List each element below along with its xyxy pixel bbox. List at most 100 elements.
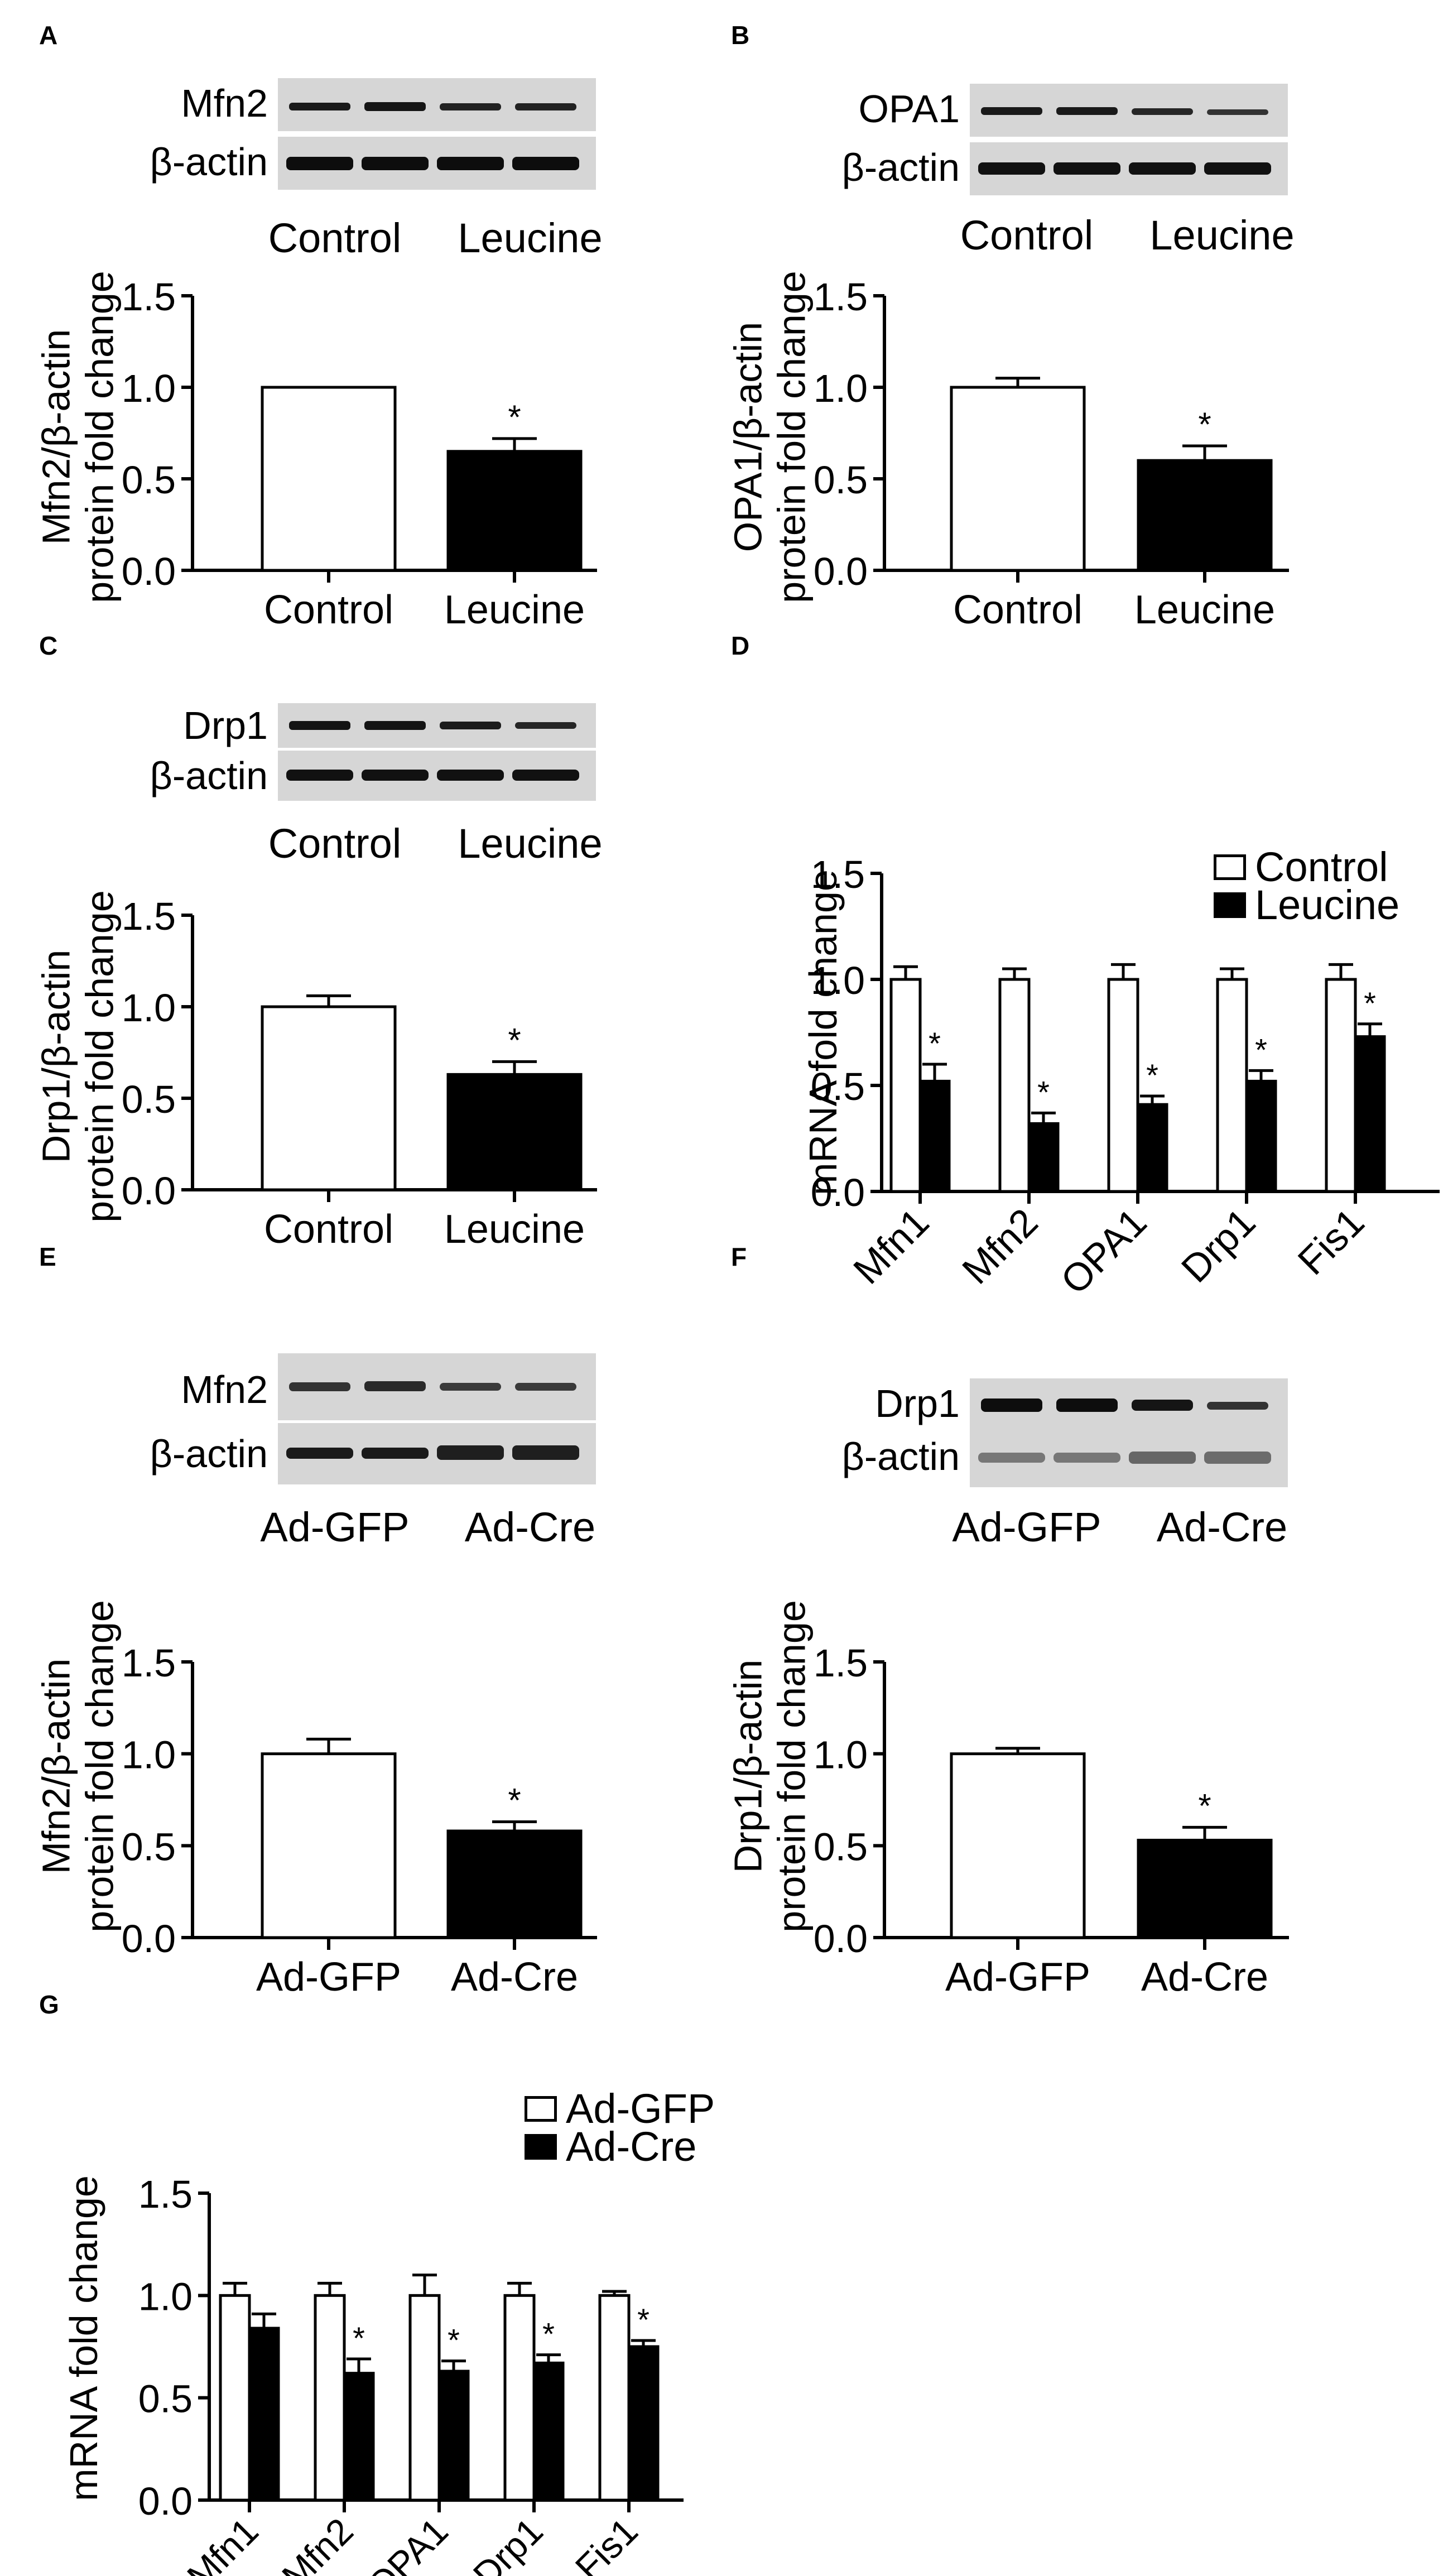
significance-marker: * xyxy=(508,1782,521,1819)
y-tick-label: 1.5 xyxy=(122,275,176,319)
panel-letter-c: C xyxy=(39,631,58,660)
blot-row-label: β-actin xyxy=(150,1432,268,1476)
bar xyxy=(889,978,922,1193)
legend-swatch-filled xyxy=(525,2134,557,2160)
blot-strip-target xyxy=(278,1353,596,1420)
blot-bands xyxy=(289,1381,576,1391)
blot-bands xyxy=(289,102,576,111)
blot-strip-target xyxy=(278,703,596,748)
blot-strip-actin xyxy=(278,751,596,801)
bar xyxy=(1354,1035,1386,1193)
blot-bands xyxy=(978,1452,1271,1464)
legend-g: Ad-GFP Ad-Cre xyxy=(525,2085,715,2170)
y-tick-label: 1.0 xyxy=(814,367,868,410)
x-tick-label: Control xyxy=(953,588,1083,632)
lane-label: Ad-GFP xyxy=(260,1504,410,1550)
x-tick-label: Fis1 xyxy=(567,2510,645,2576)
chart-d: 0.00.51.01.5*Mfn1*Mfn2*OPA1*Drp1*Fis1 xyxy=(811,853,1440,1303)
chart-e: 0.0 0.5 1.0 1.5 Ad-GFP * Ad-Cre xyxy=(122,1641,597,2000)
significance-marker: * xyxy=(1198,1787,1211,1824)
legend-d: Control Leucine xyxy=(1214,847,1400,928)
y-tick-label: 0.0 xyxy=(122,550,176,593)
chart-b: 0.0 0.5 1.0 1.5 Control * Leucine xyxy=(814,275,1289,632)
significance-marker: * xyxy=(1146,1058,1158,1093)
blot-bands xyxy=(981,1398,1268,1412)
lane-label: Ad-GFP xyxy=(952,1504,1101,1550)
y-tick-label: 1.0 xyxy=(122,1733,176,1777)
blot-bands xyxy=(286,1445,579,1460)
x-tick-label: Mfn2 xyxy=(274,2510,361,2576)
y-tick-label: 1.5 xyxy=(811,853,865,896)
bar xyxy=(261,1005,397,1191)
lane-label: Ad-Cre xyxy=(464,1504,596,1550)
bar xyxy=(219,2294,251,2502)
y-tick-label: 0.5 xyxy=(814,458,868,502)
bar xyxy=(314,2294,346,2502)
lane-label: Control xyxy=(268,820,402,867)
significance-marker: * xyxy=(542,2317,555,2352)
panel-letter-d: D xyxy=(731,631,750,660)
bar xyxy=(503,2294,536,2502)
y-tick-label: 0.0 xyxy=(814,550,868,593)
y-tick-label: 1.5 xyxy=(138,2173,193,2216)
significance-marker: * xyxy=(929,1026,941,1061)
y-tick-label: 0.5 xyxy=(122,458,176,502)
panel-letter-b: B xyxy=(731,21,750,50)
bar xyxy=(1325,978,1357,1193)
chart-a: 0.0 0.5 1.0 1.5 Control * Leucine xyxy=(122,275,597,632)
y-tick-label: 1.0 xyxy=(122,367,176,410)
y-tick-label: 0.0 xyxy=(122,1169,176,1213)
blot-row-label: β-actin xyxy=(150,754,268,797)
x-tick-label: Leucine xyxy=(1134,588,1275,632)
blot-bands xyxy=(978,162,1271,175)
legend-label: Ad-GFP xyxy=(566,2085,715,2132)
legend-swatch-filled xyxy=(1214,892,1246,918)
blot-strip-actin xyxy=(278,137,596,190)
y-tick-label: 0.0 xyxy=(814,1917,868,1960)
bar xyxy=(1136,1103,1168,1193)
blot-row-label: Drp1 xyxy=(875,1382,960,1425)
x-tick-label: Ad-Cre xyxy=(451,1955,578,2000)
x-tick-label: OPA1 xyxy=(359,2510,456,2576)
bar xyxy=(1216,978,1248,1193)
legend-label: Leucine xyxy=(1255,882,1400,928)
blot-row-label: OPA1 xyxy=(858,87,960,131)
significance-marker: * xyxy=(353,2320,365,2356)
legend-swatch-open xyxy=(525,2096,557,2122)
blot-bands xyxy=(286,157,579,170)
bar xyxy=(408,2294,441,2502)
y-tick-label: 0.0 xyxy=(138,2479,193,2523)
bar xyxy=(627,2345,660,2502)
y-tick-label: 0.0 xyxy=(811,1171,865,1214)
bar xyxy=(1137,459,1273,572)
significance-marker: * xyxy=(508,398,521,436)
y-tick-label: 1.5 xyxy=(122,895,176,938)
x-tick-label: Ad-GFP xyxy=(256,1955,401,2000)
significance-marker: * xyxy=(1198,406,1211,443)
y-tick-label: 1.5 xyxy=(814,275,868,319)
bar xyxy=(1107,978,1139,1193)
legend-label: Ad-Cre xyxy=(566,2123,697,2170)
blot-strip-actin xyxy=(970,142,1288,195)
bar xyxy=(446,1829,583,1939)
blot-row-label: Mfn2 xyxy=(181,81,268,125)
significance-marker: * xyxy=(1255,1032,1267,1067)
blot-row-label: β-actin xyxy=(841,146,960,189)
blot-row-label: β-actin xyxy=(841,1435,960,1478)
blot-strip-actin xyxy=(970,1431,1288,1487)
significance-marker: * xyxy=(508,1021,521,1059)
blot-bands xyxy=(981,107,1268,115)
x-tick-label: Ad-Cre xyxy=(1141,1955,1268,2000)
y-tick-label: 0.5 xyxy=(814,1825,868,1868)
chart-f: 0.0 0.5 1.0 1.5 Ad-GFP * Ad-Cre xyxy=(814,1641,1289,2000)
lane-label: Control xyxy=(960,212,1094,258)
lane-label: Control xyxy=(268,215,402,261)
y-tick-label: 0.5 xyxy=(811,1065,865,1108)
bar xyxy=(950,386,1086,572)
bar xyxy=(446,1073,583,1191)
y-tick-label: 1.5 xyxy=(122,1641,176,1685)
blot-row-label: Mfn2 xyxy=(181,1368,268,1411)
bar xyxy=(950,1752,1086,1939)
blot-bands xyxy=(286,770,579,781)
blot-strip-actin xyxy=(278,1423,596,1484)
